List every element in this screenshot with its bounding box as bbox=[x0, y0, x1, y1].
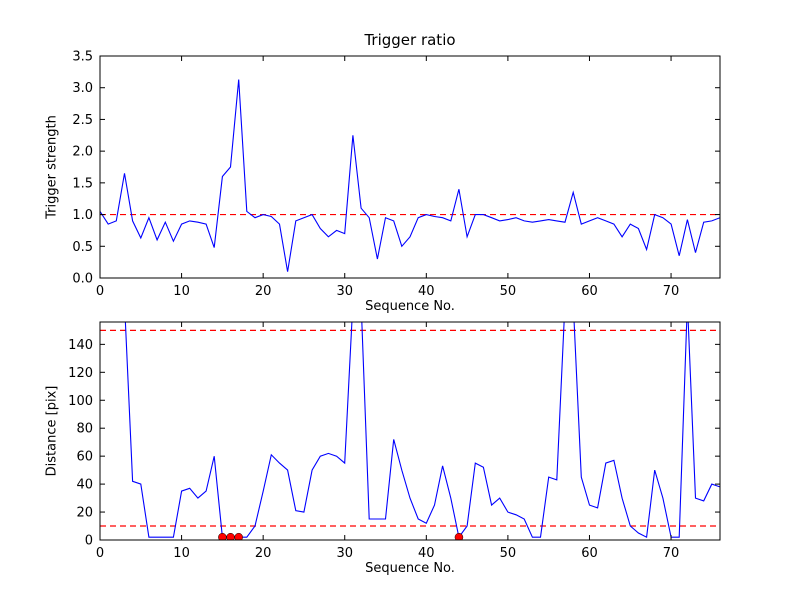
y-tick-label: 20 bbox=[76, 506, 93, 521]
x-tick-label: 10 bbox=[173, 546, 190, 561]
distance-axes: 0 10 20 30 40 50 60 70 0 20 40 60 80 100 120 140 bbox=[68, 321, 721, 561]
y-tick-label: 3.5 bbox=[72, 50, 93, 65]
event-marker bbox=[234, 532, 243, 540]
x-tick-label: 0 bbox=[96, 284, 104, 299]
x-tick-label: 60 bbox=[581, 284, 598, 299]
y-tick-label: 1.5 bbox=[72, 176, 93, 191]
x-tick-label: 70 bbox=[663, 546, 680, 561]
x-tick-label: 50 bbox=[500, 546, 517, 561]
y-tick-label: 0.0 bbox=[72, 272, 93, 287]
y-tick-label: 100 bbox=[68, 394, 93, 409]
x-tick-label: 30 bbox=[336, 284, 353, 299]
x-tick-label: 50 bbox=[500, 284, 517, 299]
y-tick-label: 2.5 bbox=[72, 113, 93, 128]
x-tick-label: 20 bbox=[255, 546, 272, 561]
axes-frame bbox=[99, 321, 721, 541]
axes-frame bbox=[99, 55, 721, 279]
event-marker bbox=[454, 532, 464, 540]
x-tick-label: 40 bbox=[418, 546, 435, 561]
distance-line bbox=[124, 322, 720, 539]
x-tick-label: 70 bbox=[663, 284, 680, 299]
bottom-x-axis-label: Sequence No. bbox=[365, 561, 455, 576]
x-tick-label: 60 bbox=[581, 546, 598, 561]
y-tick-label: 2.0 bbox=[72, 145, 93, 160]
top-y-axis-label: Trigger strength bbox=[44, 115, 60, 219]
x-tick-label: 0 bbox=[96, 546, 104, 561]
y-tick-label: 40 bbox=[76, 478, 93, 493]
chart-title: Trigger ratio bbox=[364, 31, 456, 49]
x-tick-label: 40 bbox=[418, 284, 435, 299]
y-tick-label: 140 bbox=[68, 338, 93, 353]
x-tick-label: 30 bbox=[336, 546, 353, 561]
x-tick-label: 10 bbox=[173, 284, 190, 299]
y-tick-label: 0.5 bbox=[72, 240, 93, 255]
y-tick-label: 0 bbox=[85, 534, 93, 549]
y-tick-label: 3.0 bbox=[72, 81, 93, 96]
top-x-axis-label: Sequence No. bbox=[365, 299, 455, 314]
trigger-strength-line bbox=[100, 79, 720, 272]
y-tick-label: 1.0 bbox=[72, 208, 93, 223]
trigger-ratio-axes: 0 10 20 30 40 50 60 70 0.0 0.5 1.0 1.5 2.0 2.5 3.0 3.5 bbox=[72, 50, 721, 299]
y-tick-label: 60 bbox=[76, 450, 93, 465]
y-tick-label: 120 bbox=[68, 366, 93, 381]
bottom-y-axis-label: Distance [pix] bbox=[44, 385, 60, 477]
x-tick-label: 20 bbox=[255, 284, 272, 299]
y-tick-label: 80 bbox=[76, 422, 93, 437]
